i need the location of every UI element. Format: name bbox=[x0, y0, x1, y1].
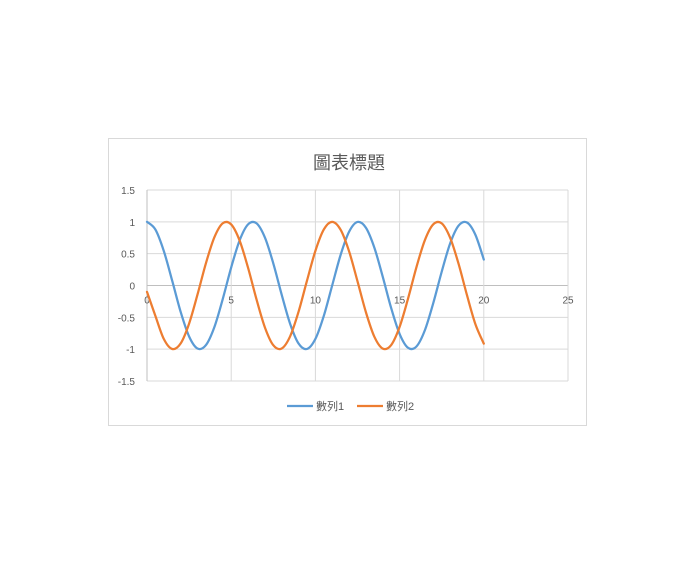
chart-svg: 圖表標題 1.510.50-0.5-1-1.5 0 5 10 15 20 25 數列1 數列… bbox=[118, 153, 574, 413]
x-tick-label: 15 bbox=[394, 296, 406, 307]
y-tick-label: -0.5 bbox=[118, 313, 136, 324]
y-tick-label: 1 bbox=[129, 218, 135, 229]
x-tick-label: 10 bbox=[310, 296, 322, 307]
legend-label-1: 數列1 bbox=[316, 399, 344, 413]
y-tick-label: 1.5 bbox=[121, 186, 135, 197]
chart-area: 圖表標題 1.5 1 0.5 0 -0.5 -1 -1.5 0 5 10 15 20 25 數列1 數列… bbox=[108, 138, 587, 426]
y-tick-label: 0 bbox=[129, 282, 135, 293]
y-tick-labels: 1.5 1 0.5 0 -0.5 -1 -1.5 bbox=[118, 186, 136, 388]
y-tick-label: 0.5 bbox=[121, 250, 135, 261]
y-tick-label: -1 bbox=[126, 345, 135, 356]
x-tick-label: 25 bbox=[562, 296, 574, 307]
series-line-2 bbox=[145, 220, 485, 351]
x-tick-label: 5 bbox=[228, 296, 234, 307]
y-tick-label: -1.5 bbox=[118, 377, 136, 388]
chart-title: 圖表標題 bbox=[313, 153, 385, 173]
series-lines bbox=[145, 220, 485, 351]
series-line-1 bbox=[145, 220, 485, 351]
legend: 數列1 數列2 bbox=[287, 399, 414, 413]
x-tick-labels: 0 5 10 15 20 25 bbox=[144, 296, 574, 307]
x-tick-label: 0 bbox=[144, 296, 150, 307]
x-tick-label: 20 bbox=[478, 296, 490, 307]
legend-label-2: 數列2 bbox=[386, 399, 414, 413]
